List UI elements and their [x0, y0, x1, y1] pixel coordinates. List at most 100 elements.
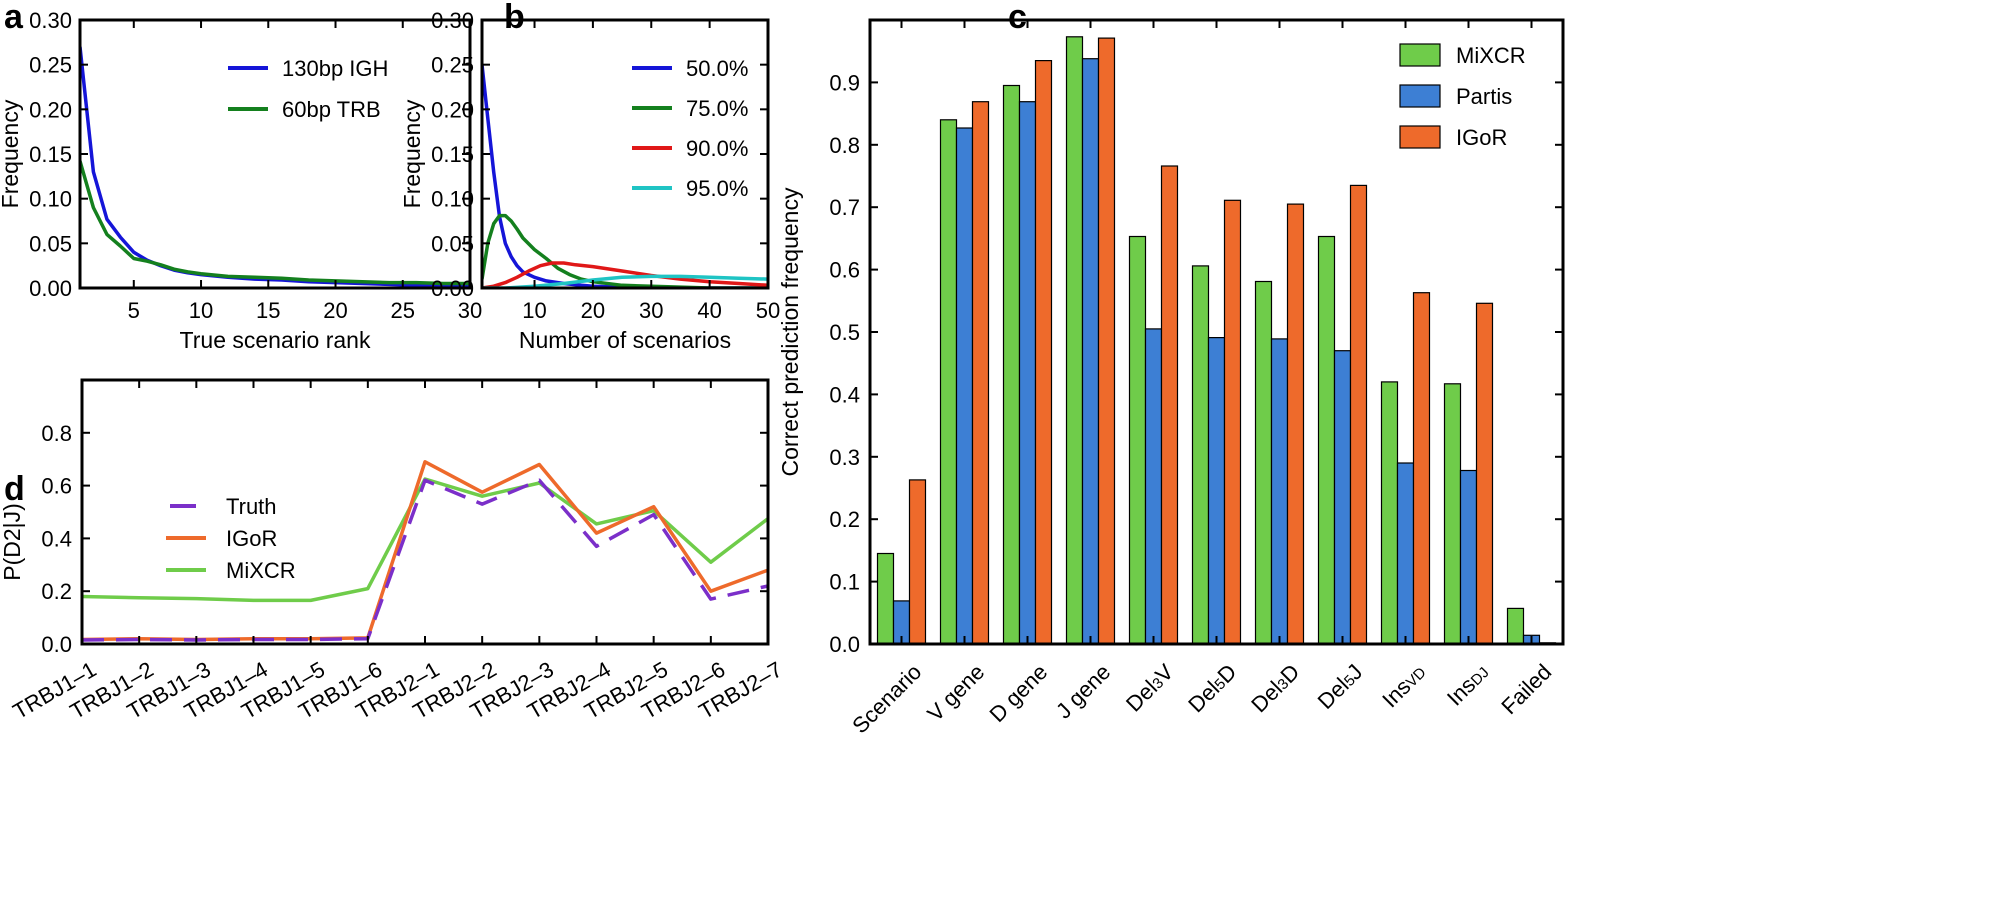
y-tick-label: 0.25 — [431, 53, 474, 78]
bar-igor-8 — [1412, 292, 1431, 645]
bar-igor-7 — [1349, 184, 1368, 645]
legend-label: MiXCR — [226, 558, 296, 583]
bar-igor-5 — [1223, 199, 1242, 645]
bar-mixcr-9 — [1443, 383, 1462, 645]
series-line-b-1 — [482, 213, 768, 288]
panel-letter-a: a — [4, 0, 24, 36]
y-tick-label: 0.7 — [829, 195, 860, 220]
y-tick-label: 0.20 — [431, 97, 474, 122]
panel-letter-c: c — [1008, 0, 1027, 36]
x-tick-label: 20 — [323, 298, 347, 323]
legend-label: IGoR — [1456, 125, 1507, 150]
x-tick-label: Del3V — [1121, 659, 1179, 717]
x-tick-label: 30 — [639, 298, 663, 323]
bar-partis-4 — [1144, 328, 1163, 645]
bar-partis-3 — [1081, 58, 1100, 645]
legend-swatch — [1399, 125, 1441, 149]
series-line-b-2 — [482, 261, 768, 288]
y-tick-label: 0.6 — [829, 258, 860, 283]
y-axis-label: Frequency — [399, 99, 425, 208]
y-tick-label: 0.8 — [829, 133, 860, 158]
y-tick-label: 0.30 — [431, 8, 474, 33]
x-tick-label: 10 — [522, 298, 546, 323]
x-tick-label: 5 — [128, 298, 140, 323]
y-tick-label: 0.0 — [41, 632, 72, 657]
bar-partis-2 — [1018, 101, 1037, 645]
panel-letter-b: b — [504, 0, 525, 36]
panel-letter-d: d — [4, 470, 25, 508]
x-tick-label: 20 — [581, 298, 605, 323]
legend-label: IGoR — [226, 526, 277, 551]
bar-partis-6 — [1270, 338, 1289, 645]
x-tick-label: 30 — [458, 298, 482, 323]
bar-partis-7 — [1333, 350, 1352, 645]
bar-mixcr-7 — [1317, 235, 1336, 645]
bar-mixcr-4 — [1128, 235, 1147, 645]
bar-igor-3 — [1097, 37, 1116, 645]
y-tick-label: 0.30 — [29, 8, 72, 33]
x-tick-label: Del3D — [1246, 659, 1304, 717]
x-tick-label: 25 — [391, 298, 415, 323]
x-tick-label: Scenario — [847, 659, 926, 738]
y-tick-label: 0.25 — [29, 53, 72, 78]
bar-mixcr-10 — [1506, 607, 1525, 645]
y-tick-label: 0.4 — [41, 526, 72, 551]
y-tick-label: 0.8 — [41, 421, 72, 446]
y-tick-label: 0.15 — [29, 142, 72, 167]
series-line-igor — [81, 460, 769, 642]
x-tick-label: D gene — [985, 659, 1053, 727]
y-tick-label: 0.5 — [829, 320, 860, 345]
y-tick-label: 0.20 — [29, 97, 72, 122]
y-axis-label: Correct prediction frequency — [777, 187, 803, 476]
bar-partis-9 — [1459, 469, 1478, 645]
y-tick-label: 0.05 — [431, 231, 474, 256]
legend-label: Partis — [1456, 84, 1512, 109]
x-tick-label: Failed — [1496, 659, 1556, 719]
plot-frame-d — [80, 378, 770, 646]
bar-partis-5 — [1207, 337, 1226, 645]
y-tick-label: 0.3 — [829, 445, 860, 470]
x-tick-label: 40 — [697, 298, 721, 323]
chart-panel-a: 5 10 15 20 25 300.000.050.100.150.200.250.30T… — [0, 8, 482, 353]
y-tick-label: 0.6 — [41, 474, 72, 499]
legend-swatch — [1399, 43, 1441, 67]
chart-panel-b: 10 20 30 40 50 0.00 0.05 0.10 0.15 0.20 0.25 0.30 Nu… — [399, 8, 780, 353]
y-tick-label: 0.9 — [829, 70, 860, 95]
chart-panel-c: 0.0 0.1 0.2 0.3 0.4 0.5 0.6 0.7 0.8 0.9 ScenarioV … — [777, 18, 1565, 738]
legend-label: 95.0% — [686, 176, 748, 201]
bar-mixcr-5 — [1191, 265, 1210, 645]
bar-mixcr-8 — [1380, 381, 1399, 645]
bar-mixcr-1 — [939, 119, 958, 645]
legend-label: Truth — [226, 494, 277, 519]
y-tick-label: 0.2 — [829, 507, 860, 532]
x-tick-label: InsVD — [1377, 659, 1430, 712]
x-tick-label: J gene — [1051, 659, 1115, 723]
bar-partis-8 — [1396, 462, 1415, 645]
y-tick-label: 0.10 — [29, 187, 72, 212]
x-tick-label: 15 — [256, 298, 280, 323]
bar-mixcr-0 — [876, 552, 895, 645]
legend-label: MiXCR — [1456, 43, 1526, 68]
y-tick-label: 0.2 — [41, 579, 72, 604]
legend-label: 50.0% — [686, 56, 748, 81]
y-tick-label: 0.10 — [431, 187, 474, 212]
bar-igor-6 — [1286, 203, 1305, 645]
bar-mixcr-2 — [1002, 84, 1021, 645]
y-axis-label: P(D2|J) — [0, 503, 25, 581]
bar-igor-9 — [1475, 302, 1494, 645]
legend-label: 130bp IGH — [282, 56, 388, 81]
bar-igor-2 — [1034, 59, 1053, 645]
x-tick-label: 10 — [189, 298, 213, 323]
bar-igor-4 — [1160, 165, 1179, 645]
bar-mixcr-3 — [1065, 36, 1084, 645]
x-tick-label: Del5J — [1313, 659, 1368, 714]
x-axis-label: True scenario rank — [180, 327, 371, 353]
bar-partis-1 — [955, 127, 974, 645]
legend-swatch — [1399, 84, 1441, 108]
y-tick-label: 0.05 — [29, 231, 72, 256]
chart-panel-d: 0.00.20.40.60.8TRBJ1–1TRBJ1–2TRBJ1–3TRBJ… — [0, 378, 787, 724]
x-tick-label: Del5D — [1183, 659, 1241, 717]
bar-mixcr-6 — [1254, 280, 1273, 645]
y-tick-label: 0.1 — [829, 570, 860, 595]
